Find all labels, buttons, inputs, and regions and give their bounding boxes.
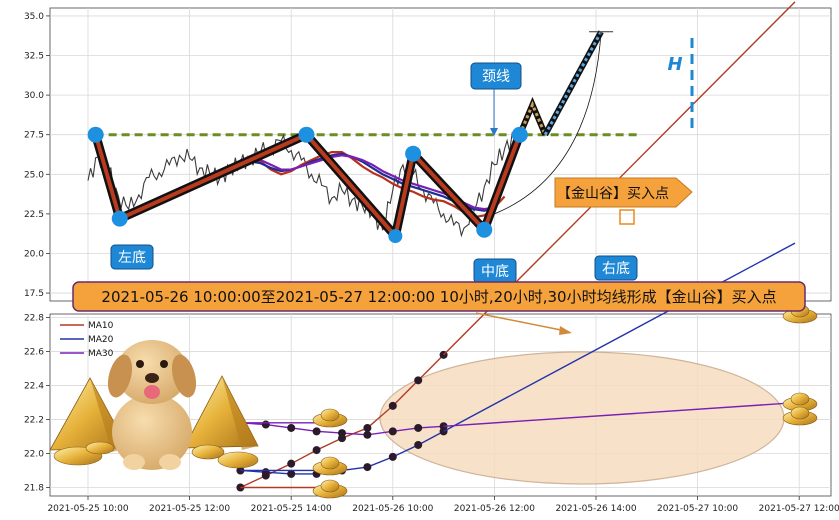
price-y-tick-label: 35.0 [24,12,44,22]
x-tick-label: 2021-05-25 14:00 [251,504,332,514]
ma-point-ma20 [363,463,372,472]
price-y-tick-label: 20.0 [24,249,44,259]
ma-y-axis: 21.8 22.0 22.2 22.4 22.6 22.8 [24,313,50,493]
x-axis: 2021-05-25 10:00 2021-05-25 12:00 2021-05-… [47,496,839,514]
projection-curve [494,31,602,215]
price-y-tick-label: 22.5 [24,210,44,220]
legend: MA10 MA20 MA30 [60,321,114,359]
price-series [87,131,516,238]
gold-ingot-icon [312,479,348,499]
gold-ingot-top [320,456,340,470]
summary-text: 2021-05-26 10:00:00至2021-05-27 12:00:00 … [101,288,776,306]
projection-zigzag [518,100,547,136]
ma-extension-ma20 [443,242,796,432]
legend-label-ma30: MA30 [88,349,114,359]
ma-point-ma20 [414,440,423,449]
x-tick-label: 2021-05-26 12:00 [454,504,535,514]
pattern-pivots [87,126,528,244]
ma-y-tick-label: 22.4 [24,381,44,391]
price-y-axis: 17.5 20.0 22.5 25.0 27.5 30.0 32.5 35.0 [24,12,50,299]
target-height-label: H [667,54,682,75]
pivot-point [476,221,493,238]
x-tick-label: 2021-05-25 12:00 [149,504,230,514]
ma-y-tick-label: 22.6 [24,347,44,357]
ma-panel: 21.8 22.0 22.2 22.4 22.6 22.8 MA10 MA20 MA30 [24,1,832,499]
price-y-tick-label: 27.5 [24,131,44,141]
gold-ingots [312,304,818,499]
legend-label-ma20: MA20 [88,335,114,345]
gold-ingot-icon [312,456,348,476]
ma-point-ma20 [261,468,270,477]
ma-point-ma10 [363,423,372,432]
neckline-callout: 颈线 [470,62,522,136]
gold-ingot-top [320,479,340,493]
puppy-mascot-icon [107,340,197,470]
price-y-tick-label: 30.0 [24,91,44,101]
x-tick-label: 2021-05-26 10:00 [352,504,433,514]
x-tick-label: 2021-05-25 10:00 [47,504,128,514]
price-line [87,131,516,238]
pivot-point [87,126,104,143]
middle-bottom-callout: 中底 [473,258,517,284]
price-y-tick-label: 25.0 [24,170,44,180]
ma-point-ma30 [261,420,270,429]
gold-ingot-top [790,406,810,420]
pivot-point [111,210,128,227]
middle-bottom-label: 中底 [481,264,509,280]
highlight-ellipse [379,351,785,485]
buy-point-marker [619,209,635,225]
ma-point-ma10 [312,446,321,455]
price-y-tick-label: 17.5 [24,289,44,299]
gold-ingot-top [320,408,340,422]
projection-breakout [543,31,603,136]
ma-point-ma20 [388,452,397,461]
summary-arrow [475,312,572,335]
legend-label-ma10: MA10 [88,321,114,331]
ma-point-ma30 [287,423,296,432]
ma-point-ma10 [388,401,397,410]
ma-point-ma30 [363,430,372,439]
ma-point-ma30 [388,427,397,436]
price-panel-frame [49,7,832,302]
x-tick-label: 2021-05-27 10:00 [657,504,738,514]
pivot-point [405,145,422,162]
gold-ingot-icon [312,408,348,428]
x-tick-label: 2021-05-26 14:00 [555,504,636,514]
buy-point-label: 【金山谷】买入点 [557,186,669,202]
gold-ingot-icon [782,406,818,426]
ma-point-ma30 [414,423,423,432]
summary-banner: 2021-05-26 10:00:00至2021-05-27 12:00:00 … [72,281,806,312]
pivot-point [511,126,528,143]
ma-point-ma10 [414,376,423,385]
left-bottom-label: 左底 [118,250,146,266]
neckline-label: 颈线 [482,69,510,85]
left-bottom-callout: 左底 [110,244,154,270]
ma-y-tick-label: 21.8 [24,483,44,493]
gold-pyramid-right-icon [183,375,259,469]
buy-point-callout: 【金山谷】买入点 [554,177,693,225]
ma-point-ma10 [287,459,296,468]
ma-point-ma30 [312,427,321,436]
pivot-point [298,126,315,143]
target-height-marker: H [667,38,694,128]
gold-ingot-top [790,392,810,406]
right-bottom-label: 右底 [602,261,630,277]
right-bottom-callout: 右底 [594,255,638,281]
ma-y-tick-label: 22.8 [24,313,44,323]
x-tick-label: 2021-05-27 12:00 [759,504,839,514]
projection-path [494,30,614,215]
ma-extension-ma30 [443,402,796,427]
gold-ingot-icon [782,392,818,412]
price-y-tick-label: 32.5 [24,52,44,62]
ma-point-ma20 [287,469,296,478]
pivot-point [388,229,403,244]
ma-point-ma30 [338,429,346,438]
ma-y-tick-label: 22.0 [24,449,44,459]
ma-y-tick-label: 22.2 [24,415,44,425]
